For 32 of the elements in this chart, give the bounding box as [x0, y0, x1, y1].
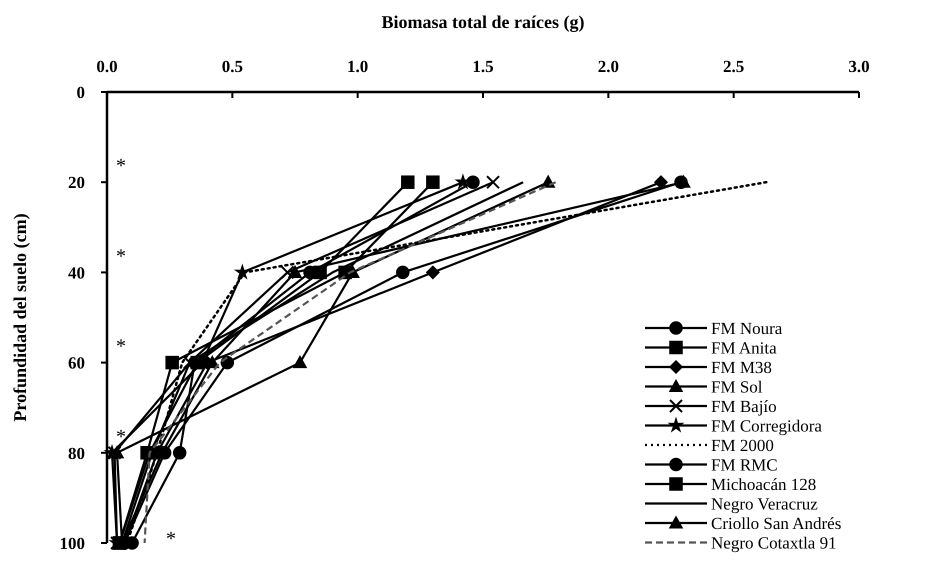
x-tick-label: 0.0	[96, 57, 118, 76]
annotation: *	[116, 336, 126, 358]
x-tick-label: 3.0	[848, 57, 870, 76]
x-tick-label: 1.5	[472, 57, 494, 76]
x-tick-label: 1.0	[347, 57, 368, 76]
annotation: *	[166, 528, 176, 550]
legend-label: FM RMC	[711, 456, 778, 474]
annotation: *	[116, 155, 126, 178]
y-tick-label: 80	[68, 444, 85, 463]
legend-label: FM Sol	[711, 378, 763, 396]
legend-label: FM M38	[711, 358, 772, 377]
legend-label: FM Noura	[711, 319, 783, 338]
annotation: *	[116, 245, 126, 268]
y-tick-label: 40	[68, 263, 85, 282]
y-tick-label: 20	[68, 173, 85, 192]
x-tick-label: 0.5	[222, 57, 243, 76]
y-tick-label: 60	[68, 354, 85, 373]
legend-label: Negro Veracruz	[711, 494, 818, 514]
y-axis-title: Profundidad del suelo (cm)	[10, 213, 30, 422]
annotation: *	[116, 426, 126, 448]
legend-label: Criollo San Andrés	[711, 514, 842, 533]
y-tick-label: 100	[60, 534, 85, 553]
legend-label: FM Corregidora	[711, 416, 822, 436]
legend-label: FM 2000	[711, 436, 774, 455]
x-tick-label: 2.5	[723, 57, 744, 76]
legend-label: Negro Cotaxtla 91	[711, 534, 837, 552]
legend-label: FM Anita	[711, 338, 778, 358]
x-axis-title: Biomasa total de raíces (g)	[382, 12, 584, 32]
y-tick-label: 0	[76, 83, 85, 102]
legend-label: FM Bajío	[711, 397, 777, 416]
x-tick-label: 2.0	[598, 57, 619, 76]
legend-label: Michoacán 128	[711, 475, 816, 494]
